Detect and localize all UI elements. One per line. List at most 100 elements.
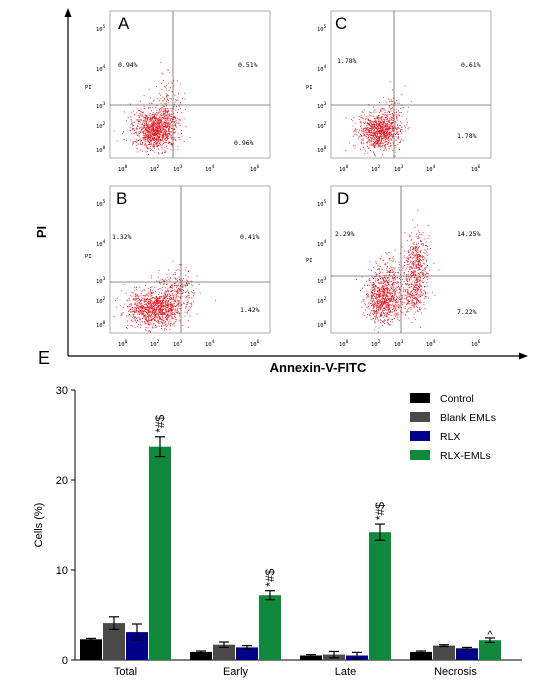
event-dot bbox=[149, 132, 151, 134]
event-dot bbox=[142, 304, 144, 306]
event-dot bbox=[189, 137, 191, 138]
event-dot bbox=[378, 119, 379, 121]
event-dot bbox=[162, 302, 163, 303]
event-dot bbox=[179, 103, 181, 105]
event-dot bbox=[162, 139, 163, 141]
event-dot bbox=[392, 134, 394, 135]
event-dot bbox=[414, 319, 416, 320]
quadrant-upper-right: 0.41% bbox=[240, 233, 260, 241]
event-dot bbox=[145, 284, 146, 286]
event-dot bbox=[144, 143, 146, 145]
event-dot bbox=[389, 122, 390, 124]
event-dot bbox=[364, 153, 366, 155]
event-dot bbox=[161, 328, 162, 329]
event-dot bbox=[378, 146, 380, 147]
event-dot bbox=[167, 135, 169, 137]
event-dot bbox=[170, 306, 172, 308]
event-dot bbox=[190, 291, 192, 292]
event-dot bbox=[416, 290, 418, 292]
x-tick-label: 100 bbox=[118, 164, 128, 173]
event-dot bbox=[159, 312, 160, 314]
event-dot bbox=[136, 317, 138, 319]
event-dot bbox=[169, 122, 171, 124]
event-dot bbox=[360, 115, 362, 116]
event-dot bbox=[397, 136, 399, 138]
event-dot bbox=[147, 119, 149, 121]
event-dot bbox=[374, 288, 376, 290]
event-dot bbox=[385, 144, 386, 146]
event-dot bbox=[174, 313, 176, 315]
event-dot bbox=[179, 320, 181, 322]
event-dot bbox=[379, 309, 381, 311]
event-dot bbox=[386, 132, 387, 134]
event-dot bbox=[161, 134, 163, 136]
event-dot bbox=[167, 305, 169, 307]
event-dot bbox=[410, 246, 412, 247]
event-dot bbox=[175, 306, 177, 308]
event-dot bbox=[152, 150, 154, 151]
event-dot bbox=[175, 317, 177, 318]
event-dot bbox=[154, 116, 155, 118]
event-dot bbox=[151, 135, 152, 137]
event-dot bbox=[381, 127, 383, 129]
event-dot bbox=[171, 119, 173, 121]
event-dot bbox=[154, 313, 156, 315]
event-dot bbox=[163, 129, 164, 131]
event-dot bbox=[166, 114, 168, 116]
event-dot bbox=[160, 108, 162, 110]
event-dot bbox=[150, 132, 152, 134]
event-dot bbox=[134, 286, 136, 288]
event-dot bbox=[372, 313, 374, 315]
event-dot bbox=[141, 290, 143, 292]
event-dot bbox=[136, 128, 138, 130]
event-dot bbox=[395, 147, 397, 149]
event-dot bbox=[416, 303, 418, 305]
event-dot bbox=[184, 284, 186, 286]
event-dot bbox=[376, 287, 378, 289]
event-dot bbox=[185, 306, 187, 307]
event-dot bbox=[386, 129, 388, 130]
event-dot bbox=[378, 123, 380, 125]
event-dot bbox=[401, 307, 403, 308]
event-dot bbox=[383, 301, 385, 303]
event-dot bbox=[188, 283, 190, 285]
event-dot bbox=[140, 130, 142, 132]
event-dot bbox=[386, 302, 388, 303]
event-dot bbox=[178, 136, 180, 138]
event-dot bbox=[379, 138, 380, 140]
event-dot bbox=[149, 291, 151, 293]
event-dot bbox=[164, 108, 166, 110]
event-dot bbox=[147, 118, 149, 120]
event-dot bbox=[413, 295, 415, 297]
event-dot bbox=[153, 304, 155, 305]
event-dot bbox=[147, 303, 149, 304]
event-dot bbox=[148, 134, 150, 135]
event-dot bbox=[412, 265, 414, 267]
event-dot bbox=[167, 133, 169, 135]
event-dot bbox=[421, 272, 423, 274]
event-dot bbox=[163, 284, 165, 285]
event-dot bbox=[175, 125, 177, 127]
event-dot bbox=[166, 306, 168, 308]
event-dot bbox=[422, 244, 424, 246]
event-dot bbox=[136, 301, 138, 302]
event-dot bbox=[136, 313, 138, 315]
event-dot bbox=[172, 312, 174, 314]
event-dot bbox=[153, 130, 155, 132]
event-dot bbox=[370, 137, 372, 139]
event-dot bbox=[160, 61, 162, 63]
event-dot bbox=[386, 299, 387, 301]
event-dot bbox=[169, 127, 171, 128]
event-dot bbox=[176, 122, 178, 124]
event-dot bbox=[383, 301, 385, 303]
event-dot bbox=[150, 126, 152, 128]
event-dot bbox=[386, 293, 388, 295]
event-dot bbox=[153, 121, 155, 123]
event-dot bbox=[394, 103, 396, 105]
event-dot bbox=[152, 301, 153, 303]
event-dot bbox=[187, 285, 189, 286]
event-dot bbox=[380, 122, 382, 124]
event-dot bbox=[141, 318, 143, 320]
event-dot bbox=[153, 297, 155, 298]
